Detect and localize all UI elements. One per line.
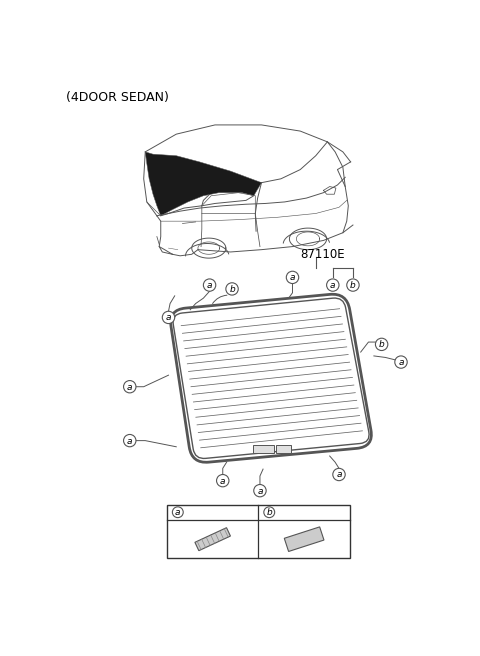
Bar xyxy=(167,504,350,558)
Text: b: b xyxy=(229,285,235,294)
PathPatch shape xyxy=(173,298,369,459)
Circle shape xyxy=(226,283,238,295)
Text: a: a xyxy=(290,274,295,282)
Text: b: b xyxy=(350,281,356,290)
Text: 86124D: 86124D xyxy=(188,507,232,517)
Circle shape xyxy=(162,311,175,323)
Circle shape xyxy=(395,356,407,368)
Text: a: a xyxy=(398,358,404,367)
Text: a: a xyxy=(336,470,342,480)
Bar xyxy=(252,445,274,453)
PathPatch shape xyxy=(171,295,372,462)
Text: b: b xyxy=(266,508,272,517)
Text: a: a xyxy=(257,487,263,495)
Polygon shape xyxy=(284,527,324,552)
Bar xyxy=(276,445,291,453)
Circle shape xyxy=(123,434,136,447)
Circle shape xyxy=(216,474,229,487)
Circle shape xyxy=(326,279,339,291)
Circle shape xyxy=(172,507,183,518)
Text: 87110E: 87110E xyxy=(300,248,345,261)
Circle shape xyxy=(333,468,345,481)
Polygon shape xyxy=(195,527,230,550)
Text: (4DOOR SEDAN): (4DOOR SEDAN) xyxy=(66,91,169,104)
Circle shape xyxy=(375,338,388,350)
Text: a: a xyxy=(127,382,132,392)
Text: a: a xyxy=(220,476,226,485)
Circle shape xyxy=(264,507,275,518)
Polygon shape xyxy=(145,152,262,216)
Text: a: a xyxy=(166,314,171,322)
Circle shape xyxy=(204,279,216,291)
Circle shape xyxy=(286,271,299,283)
Text: a: a xyxy=(175,508,180,517)
Text: a: a xyxy=(207,281,212,290)
Text: a: a xyxy=(330,281,336,290)
Text: 87864: 87864 xyxy=(279,507,315,517)
Circle shape xyxy=(254,485,266,497)
Text: b: b xyxy=(379,340,384,349)
Circle shape xyxy=(123,380,136,393)
Text: a: a xyxy=(127,436,132,445)
Circle shape xyxy=(347,279,359,291)
